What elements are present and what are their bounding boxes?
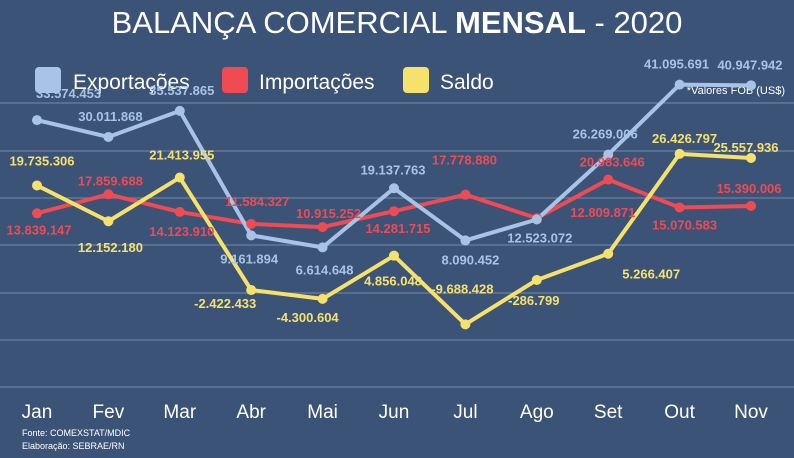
data-label-saldo-set: 5.266.407 [622, 267, 680, 282]
point-saldo-set [603, 248, 614, 259]
data-label-importacoes-nov: 15.390.006 [716, 181, 781, 196]
data-label-importacoes-jul: 17.778.880 [432, 153, 497, 168]
data-label-importacoes-ago: 12.809.871 [570, 205, 635, 220]
point-importacoes-jun [389, 206, 399, 217]
data-label-exportacoes-jun: 19.137.763 [360, 162, 425, 177]
data-label-exportacoes-jan: 33.574.453 [36, 86, 101, 101]
point-exportacoes-abr [246, 230, 257, 241]
grid-lines [0, 102, 794, 388]
chart-title: BALANÇA COMERCIAL MENSAL - 2020 [112, 5, 683, 40]
data-label-importacoes-mai: 10.915.252 [296, 206, 361, 221]
data-label-saldo-jun: 4.856.048 [364, 274, 422, 289]
point-exportacoes-mar [174, 105, 185, 116]
x-tick-nov: Nov [734, 402, 768, 423]
chart-title-part-3: - 2020 [586, 5, 683, 40]
data-label-exportacoes-nov: 40.947.942 [717, 57, 782, 72]
x-tick-abr: Abr [236, 402, 266, 423]
chart-title-bold: MENSAL [455, 5, 586, 40]
data-label-saldo-jul: -9.688.428 [431, 281, 493, 296]
data-label-importacoes-mar: 14.123.910 [149, 224, 214, 239]
x-tick-out: Out [664, 402, 695, 423]
point-exportacoes-mai [317, 242, 328, 253]
data-label-exportacoes-mai: 6.614.648 [296, 262, 354, 277]
point-importacoes-mar [174, 206, 185, 217]
point-importacoes-jan [32, 208, 42, 219]
source-line-1: Fonte: COMEXSTAT/MDIC [22, 428, 131, 438]
data-label-exportacoes-fev: 30.011.868 [78, 109, 142, 124]
data-label-exportacoes-abr: 9.161.894 [220, 251, 279, 266]
x-tick-mai: Mai [307, 402, 338, 423]
point-exportacoes-out [674, 79, 685, 90]
point-saldo-nov [746, 152, 756, 163]
point-exportacoes-fev [103, 131, 114, 142]
point-importacoes-jul [460, 189, 471, 200]
data-label-importacoes-jun: 14.281.715 [365, 221, 430, 236]
data-label-importacoes-set: 20.983.646 [580, 155, 645, 170]
x-axis-ticks: Jan Fev Mar Abr Mai Jun Jul Ago Set Out Nov [22, 402, 769, 423]
data-labels: 33.574.453 30.011.868 35.537.865 9.161.894 6… [6, 57, 782, 325]
point-saldo-out [674, 148, 685, 159]
x-tick-jun: Jun [379, 402, 410, 423]
x-tick-jan: Jan [22, 402, 53, 423]
point-exportacoes-jul [460, 235, 471, 246]
data-label-importacoes-out: 15.070.583 [652, 217, 717, 232]
data-label-saldo-ago: -286.799 [508, 293, 559, 308]
legend-swatch-exportacoes [35, 67, 61, 93]
point-saldo-jun [389, 250, 399, 261]
legend: Exportações Importações Saldo [35, 67, 494, 94]
data-label-exportacoes-mar: 35.537.865 [149, 83, 214, 98]
point-exportacoes-jun [389, 183, 399, 194]
x-tick-fev: Fev [93, 402, 125, 423]
point-importacoes-nov [746, 200, 756, 211]
data-label-exportacoes-jul: 8.090.452 [441, 252, 499, 267]
point-saldo-jul [460, 319, 471, 330]
point-importacoes-mai [317, 222, 328, 233]
point-saldo-mar [174, 172, 185, 183]
data-label-importacoes-jan: 13.839.147 [6, 222, 71, 237]
data-label-importacoes-fev: 17.859.688 [78, 173, 143, 188]
x-tick-ago: Ago [520, 402, 554, 423]
point-importacoes-fev [103, 189, 114, 200]
data-label-exportacoes-ago: 12.523.072 [507, 230, 572, 245]
point-saldo-fev [103, 216, 114, 227]
legend-swatch-saldo [403, 67, 429, 93]
data-label-exportacoes-out: 41.095.691 [644, 57, 709, 72]
data-label-importacoes-abr: 11.584.327 [225, 194, 289, 209]
point-saldo-mai [317, 293, 328, 304]
point-exportacoes-ago [531, 214, 542, 225]
x-tick-set: Set [594, 402, 623, 423]
point-importacoes-out [674, 202, 685, 213]
data-label-saldo-mai: -4.300.604 [277, 310, 340, 325]
legend-label-importacoes: Importações [259, 71, 375, 94]
point-saldo-ago [531, 274, 542, 285]
x-tick-jul: Jul [453, 402, 477, 423]
data-label-saldo-abr: -2.422.433 [194, 296, 256, 311]
data-label-exportacoes-set: 26.269.006 [573, 127, 638, 142]
x-tick-mar: Mar [163, 402, 196, 423]
point-importacoes-abr [246, 218, 257, 229]
chart-title-part-1: BALANÇA COMERCIAL [112, 5, 455, 40]
data-label-saldo-out: 26.426.797 [652, 131, 717, 146]
data-label-saldo-mar: 21.413.955 [149, 148, 214, 163]
legend-swatch-importacoes [222, 67, 248, 93]
point-saldo-abr [246, 285, 257, 296]
data-label-saldo-fev: 12.152.180 [78, 240, 143, 255]
point-exportacoes-nov [746, 80, 756, 91]
series-points [32, 79, 756, 330]
point-exportacoes-set [603, 149, 614, 160]
legend-label-exportacoes: Exportações [73, 71, 190, 94]
data-label-saldo-nov: 25.557.936 [713, 140, 778, 155]
data-label-saldo-jan: 19.735.306 [9, 153, 74, 168]
legend-label-saldo: Saldo [440, 71, 494, 94]
point-saldo-jan [32, 180, 42, 191]
source-line-2: Elaboração: SEBRAE/RN [22, 441, 125, 451]
currency-note: *Valores FOB (US$) [687, 85, 785, 97]
point-importacoes-set [603, 174, 614, 185]
point-exportacoes-jan [32, 115, 42, 126]
